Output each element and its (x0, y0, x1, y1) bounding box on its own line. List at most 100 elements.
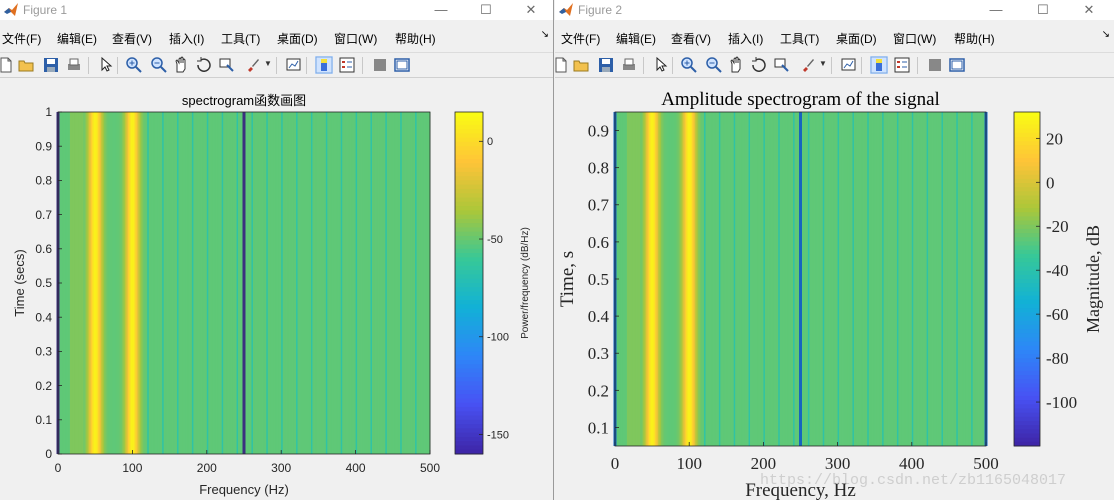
menu-edit[interactable]: 编辑(E) (57, 32, 97, 46)
colorbar-segment (455, 368, 483, 374)
menu-desktop[interactable]: 桌面(D) (836, 32, 877, 46)
minimize-button[interactable]: — (434, 2, 448, 17)
colorbar-segment (455, 364, 483, 370)
spectrogram-column (205, 112, 208, 454)
spectrogram-column (181, 112, 184, 454)
menu-view[interactable]: 查看(V) (671, 32, 711, 46)
spectrogram-column (953, 112, 956, 446)
maximize-button[interactable]: ☐ (1037, 2, 1049, 17)
window-title: Figure 2 (578, 3, 623, 17)
pointer-icon[interactable] (651, 56, 669, 74)
colorbar-segment (455, 428, 483, 434)
menu-file[interactable]: 文件(F) (2, 32, 42, 46)
menu-edit[interactable]: 编辑(E) (616, 32, 656, 46)
open-folder-icon[interactable] (17, 56, 35, 74)
new-file-icon[interactable] (0, 56, 15, 74)
legend-icon[interactable] (338, 56, 356, 74)
spectrogram-column (276, 112, 279, 454)
data-cursor-icon[interactable] (773, 56, 791, 74)
rotate-3d-icon[interactable] (195, 56, 213, 74)
colorbar: 0 -50 -100 -150 Power/frequency (dB/Hz) (454, 111, 531, 455)
colorbar-segment (1014, 425, 1040, 430)
new-file-icon[interactable] (555, 56, 570, 74)
spectrogram-column (215, 112, 218, 454)
close-button[interactable]: ✕ (525, 2, 537, 17)
hide-plot-tools-icon[interactable] (926, 56, 944, 74)
spectrogram-column (806, 112, 809, 446)
menu-window[interactable]: 窗口(W) (334, 32, 378, 46)
spectrogram-column (65, 112, 68, 454)
save-icon[interactable] (597, 56, 615, 74)
link-plot-icon[interactable] (285, 56, 303, 74)
spectrogram-column (702, 112, 705, 446)
colorbar-segment (455, 124, 483, 130)
colorbar-segment (1014, 429, 1040, 434)
print-icon[interactable] (65, 56, 83, 74)
spectrogram-column (741, 112, 744, 446)
spectrogram-column (309, 112, 312, 454)
maximize-button[interactable]: ☐ (480, 2, 492, 17)
menu-window[interactable]: 窗口(W) (893, 32, 937, 46)
hide-plot-tools-icon[interactable] (371, 56, 389, 74)
dock-arrow-icon[interactable]: ↘ (540, 29, 549, 40)
menu-help[interactable]: 帮助(H) (954, 32, 995, 46)
colorbar-segment (1014, 366, 1040, 372)
data-cursor-icon[interactable] (218, 56, 236, 74)
menu-insert[interactable]: 插入(I) (169, 32, 205, 46)
spectrogram-column (407, 112, 410, 454)
colorbar-segment (455, 154, 483, 160)
brush-icon[interactable] (244, 56, 262, 74)
colorbar-segment (1014, 283, 1040, 288)
pan-hand-icon[interactable] (172, 56, 190, 74)
menu-file[interactable]: 文件(F) (561, 32, 601, 46)
spectrogram-column (658, 112, 660, 446)
show-plot-tools-icon[interactable] (393, 56, 411, 74)
menu-tools[interactable]: 工具(T) (221, 32, 261, 46)
spectrogram-column (342, 112, 345, 454)
zoom-in-icon[interactable] (125, 56, 143, 74)
colorbar-segment (455, 436, 483, 442)
colorbar-icon[interactable] (315, 56, 333, 74)
title-bar[interactable]: Figure 2 — ☐ ✕ (555, 0, 1114, 20)
menu-tools[interactable]: 工具(T) (780, 32, 820, 46)
colorbar-segment (455, 184, 483, 190)
spectrogram-column (620, 112, 623, 446)
show-plot-tools-icon[interactable] (948, 56, 966, 74)
legend-icon[interactable] (893, 56, 911, 74)
spectrogram-column (425, 112, 428, 454)
rotate-3d-icon[interactable] (750, 56, 768, 74)
colorbar-tick-label: -50 (487, 234, 503, 246)
menu-insert[interactable]: 插入(I) (728, 32, 764, 46)
spectrogram-column (871, 112, 874, 446)
spectrogram-column (945, 112, 948, 446)
brush-dropdown-icon[interactable]: ▼ (819, 59, 827, 68)
title-bar[interactable]: Figure 1 — ☐ ✕ (0, 0, 553, 20)
colorbar-segment (455, 402, 483, 408)
pan-hand-icon[interactable] (727, 56, 745, 74)
menu-view[interactable]: 查看(V) (112, 32, 152, 46)
menu-help[interactable]: 帮助(H) (395, 32, 436, 46)
colorbar-segment (455, 295, 483, 301)
zoom-out-icon[interactable] (705, 56, 723, 74)
colorbar-segment (1014, 195, 1040, 201)
colorbar-segment (1014, 404, 1040, 409)
spectrogram-column (208, 112, 211, 454)
close-button[interactable]: ✕ (1083, 2, 1095, 17)
brush-icon[interactable] (799, 56, 817, 74)
zoom-out-icon[interactable] (150, 56, 168, 74)
save-icon[interactable] (42, 56, 60, 74)
minimize-button[interactable]: — (989, 2, 1003, 17)
link-plot-icon[interactable] (840, 56, 858, 74)
spectrogram-column (931, 112, 933, 446)
brush-dropdown-icon[interactable]: ▼ (264, 59, 272, 68)
zoom-in-icon[interactable] (680, 56, 698, 74)
print-icon[interactable] (620, 56, 638, 74)
open-folder-icon[interactable] (572, 56, 590, 74)
spectrogram-column (269, 112, 272, 454)
pointer-icon[interactable] (96, 56, 114, 74)
dock-arrow-icon[interactable]: ↘ (1101, 29, 1110, 40)
spectrogram-column (790, 112, 792, 446)
colorbar-icon[interactable] (870, 56, 888, 74)
spectrogram-column (203, 112, 206, 454)
menu-desktop[interactable]: 桌面(D) (277, 32, 318, 46)
